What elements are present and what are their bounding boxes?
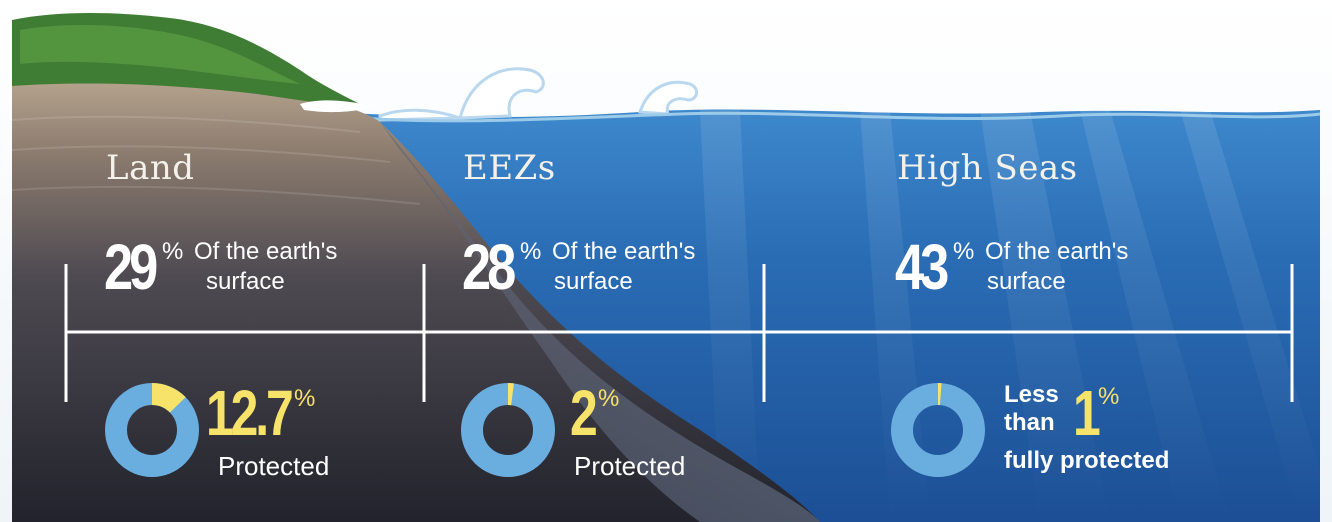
land-strata xyxy=(11,115,421,205)
light-rays xyxy=(700,110,1320,522)
eez-protected-label: Protected xyxy=(574,451,686,481)
high-seas-share-value: 43 xyxy=(895,231,949,303)
eez-share-text-1: Of the earth's xyxy=(552,238,696,265)
eez-share-text-2: surface xyxy=(554,268,633,295)
surface-line xyxy=(329,111,1321,123)
timeline-lines xyxy=(64,264,1294,402)
section-title-high-seas: High Seas xyxy=(897,148,1078,188)
high-seas-prefix-less: Less xyxy=(1004,381,1059,408)
eez-protected-unit: % xyxy=(598,385,620,412)
high-seas-protected-label: fully protected xyxy=(1004,447,1170,474)
section-title-eezs: EEZs xyxy=(463,148,556,188)
high-seas-protected-unit: % xyxy=(1098,383,1120,410)
foam-shore xyxy=(300,100,372,113)
land-protected-unit: % xyxy=(294,385,316,412)
land-protected-label: Protected xyxy=(218,451,330,481)
grass-highlight xyxy=(20,25,300,84)
high-seas-share-unit: % xyxy=(953,238,975,265)
land-protected-value: 12.7 xyxy=(206,377,294,449)
land-share-unit: % xyxy=(162,238,184,265)
high-seas-share-text-1: Of the earth's xyxy=(985,238,1129,265)
land-share-text-1: Of the earth's xyxy=(194,238,338,265)
protection-donuts xyxy=(105,382,985,477)
land-share-text-2: surface xyxy=(206,268,285,295)
wave-crests xyxy=(378,67,698,122)
eez-share-value: 28 xyxy=(462,231,516,303)
high-seas-prefix-than: than xyxy=(1004,409,1055,436)
land-share-value: 29 xyxy=(104,231,158,303)
section-title-land: Land xyxy=(106,148,195,188)
eez-protected-value: 2 xyxy=(570,377,598,449)
high-seas-share-text-2: surface xyxy=(987,268,1066,295)
high-seas-protected-value: 1 xyxy=(1073,377,1101,449)
eez-share-unit: % xyxy=(520,238,542,265)
land-donut-protected-arc xyxy=(151,383,186,414)
